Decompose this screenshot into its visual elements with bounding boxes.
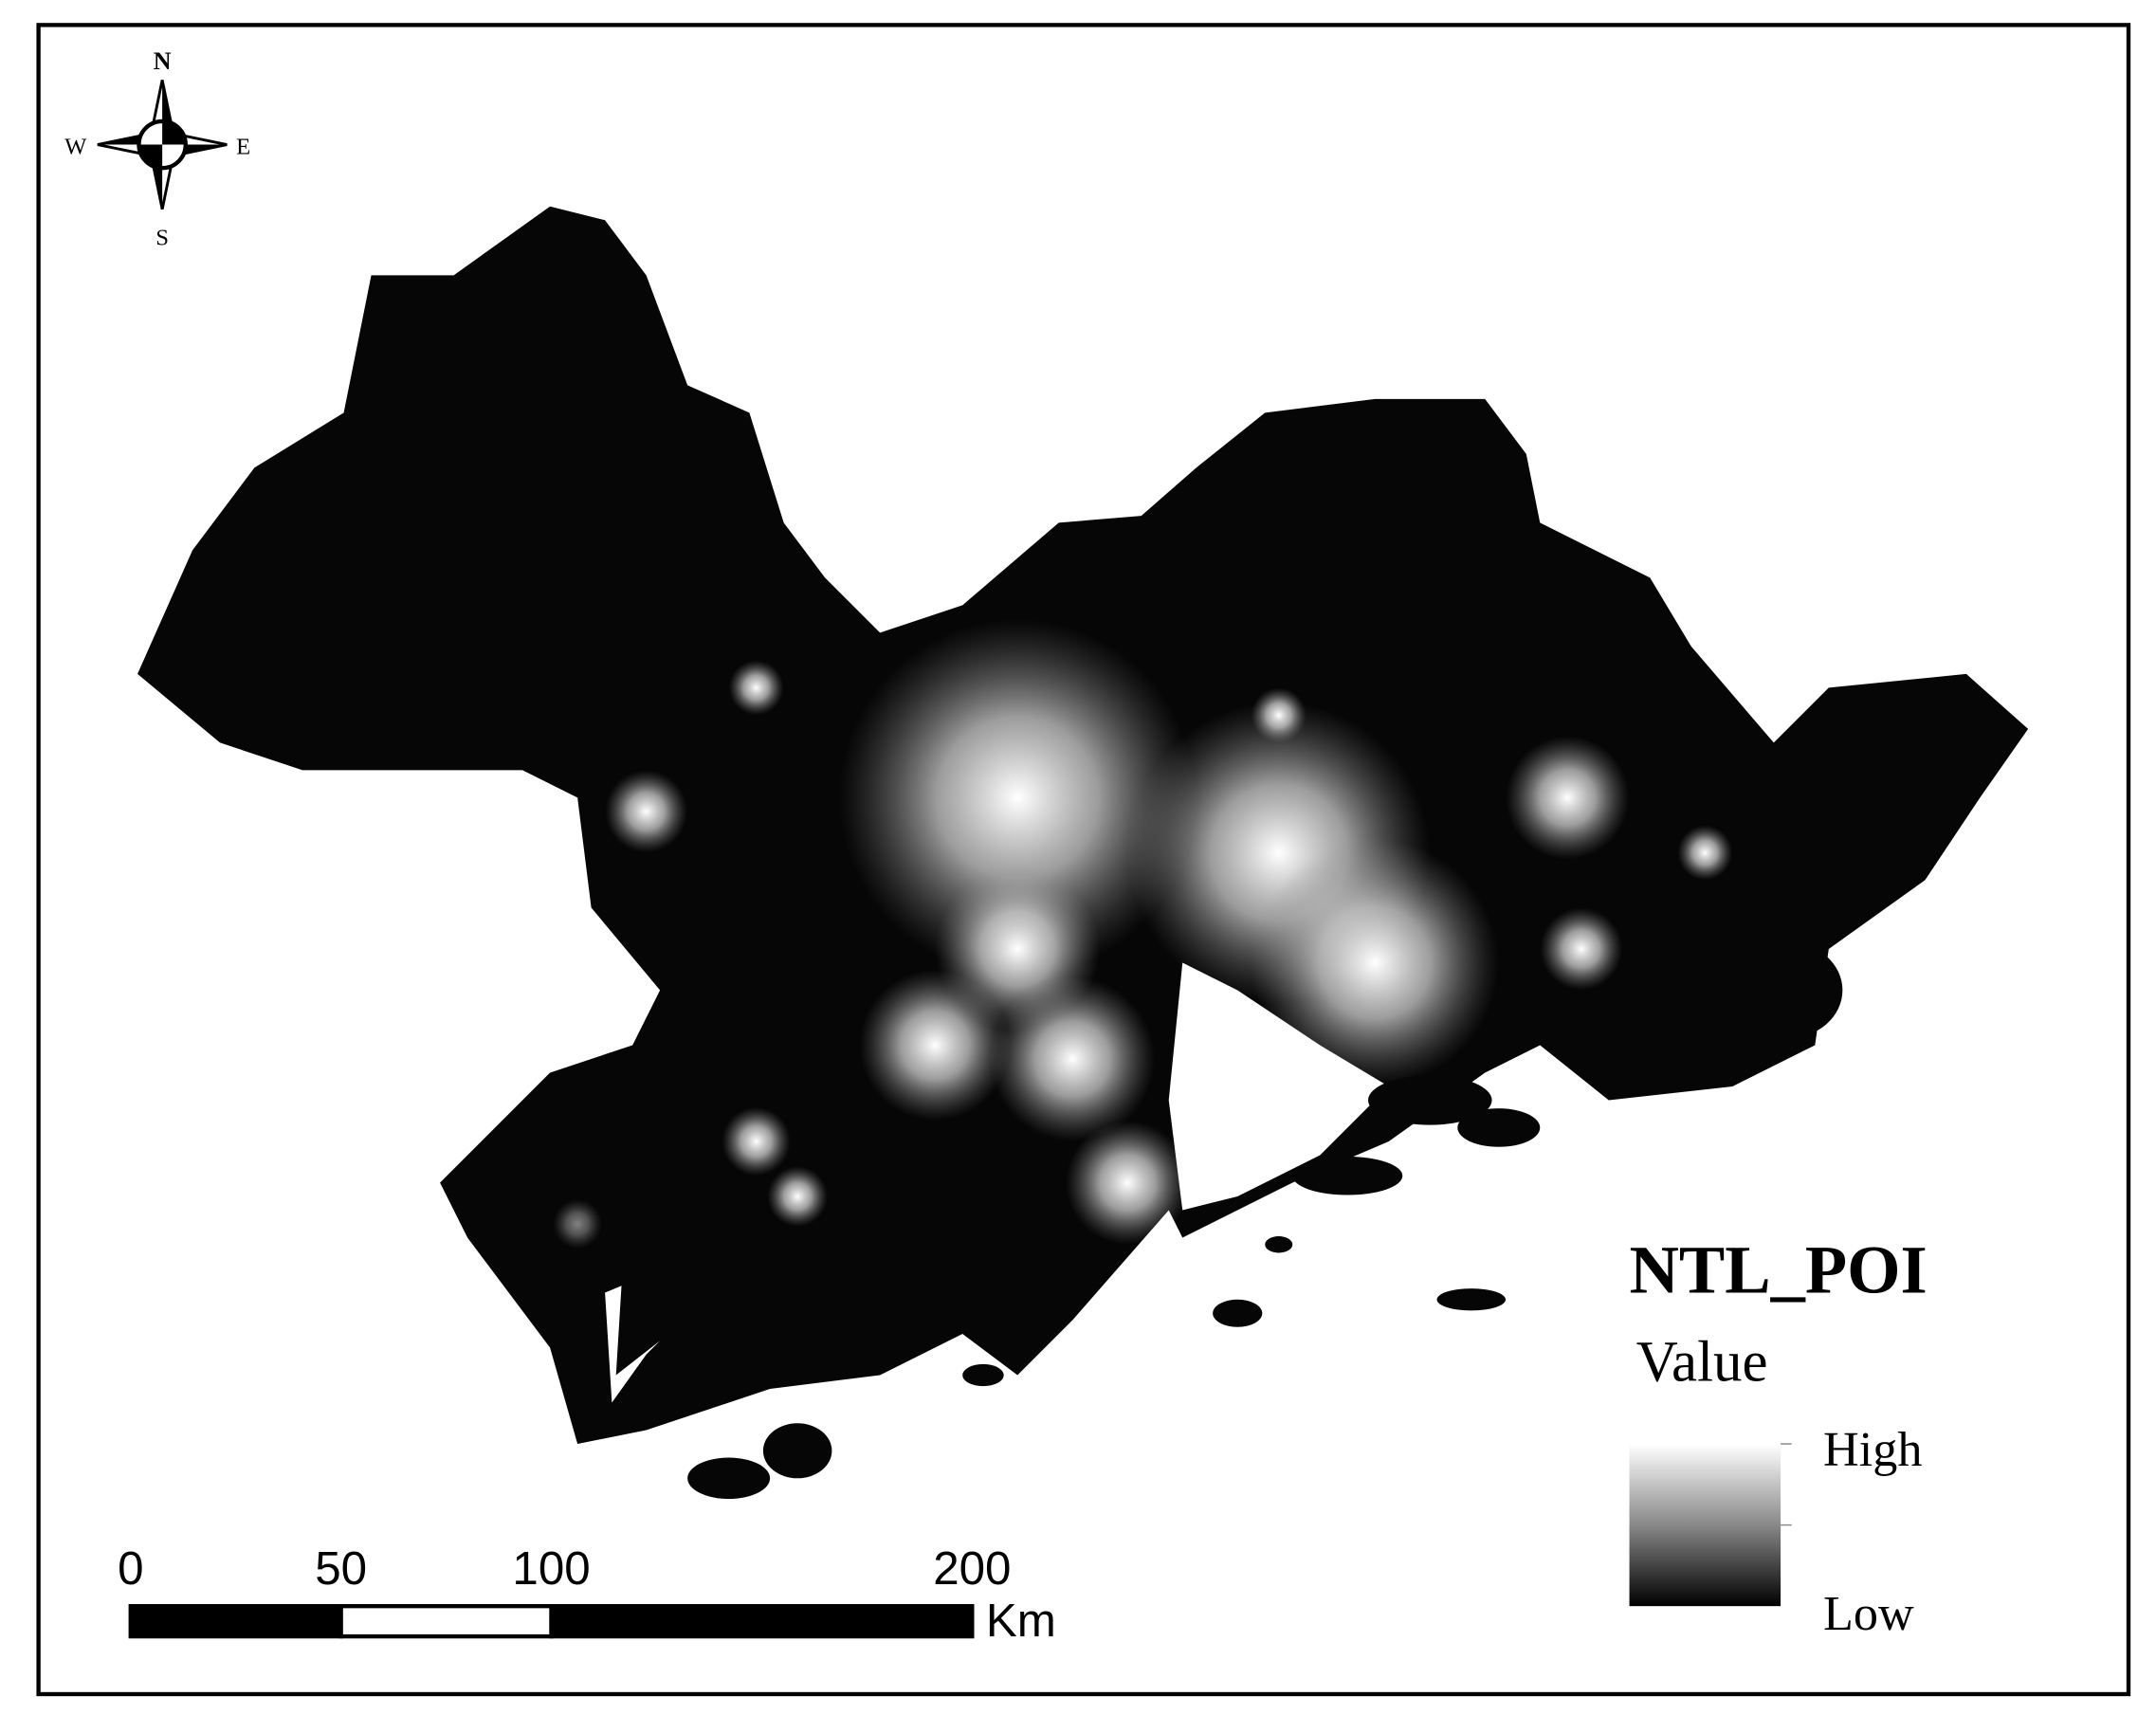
urban-glow bbox=[605, 770, 688, 853]
scale-label: 100 bbox=[512, 1542, 590, 1595]
scale-segment bbox=[128, 1603, 343, 1639]
urban-glow bbox=[728, 660, 784, 716]
compass-e: E bbox=[236, 135, 250, 160]
island bbox=[1213, 1299, 1263, 1327]
urban-glow bbox=[722, 1106, 791, 1177]
estuary bbox=[1168, 962, 1389, 1211]
scale-unit: Km bbox=[986, 1595, 1056, 1647]
urban-glow bbox=[1251, 687, 1306, 743]
compass-w: W bbox=[64, 135, 87, 160]
urban-glow bbox=[553, 1198, 603, 1250]
river-inlet bbox=[605, 1286, 661, 1403]
urban-glow bbox=[1251, 838, 1499, 1086]
north-arrow: N S W E bbox=[64, 47, 250, 251]
urban-glow bbox=[1677, 825, 1733, 881]
island bbox=[1457, 1108, 1541, 1147]
urban-glow bbox=[1065, 1121, 1190, 1245]
legend-low: Low bbox=[1823, 1586, 1914, 1641]
island bbox=[1368, 1075, 1492, 1125]
island bbox=[962, 1363, 1004, 1387]
compass-n: N bbox=[154, 47, 172, 75]
scale-segment bbox=[549, 1603, 975, 1639]
island bbox=[762, 1423, 832, 1479]
compass-quadrants bbox=[138, 120, 186, 169]
scale-label: 200 bbox=[933, 1542, 1011, 1595]
island bbox=[687, 1457, 771, 1500]
island bbox=[1436, 1288, 1507, 1311]
urban-glow bbox=[935, 866, 1101, 1031]
urban-glow bbox=[767, 1166, 829, 1227]
urban-glow bbox=[1540, 907, 1623, 991]
legend-title: NTL_POI bbox=[1630, 1232, 1928, 1308]
scale-segment bbox=[338, 1603, 554, 1639]
island bbox=[1292, 1156, 1403, 1195]
islands bbox=[687, 941, 1843, 1500]
scale-label: 0 bbox=[118, 1542, 143, 1595]
legend-subtitle: Value bbox=[1636, 1330, 1768, 1394]
island bbox=[1732, 941, 1843, 1039]
island bbox=[1265, 1236, 1293, 1253]
urban-glow bbox=[838, 618, 1197, 976]
legend-high: High bbox=[1823, 1422, 1922, 1477]
legend-ramp bbox=[1629, 1444, 1781, 1607]
urban-glow bbox=[1506, 736, 1630, 860]
scale-label: 50 bbox=[315, 1542, 367, 1595]
compass-s: S bbox=[155, 225, 169, 250]
island bbox=[1588, 1053, 1657, 1092]
legend: NTL_POI Value High Low bbox=[1629, 1232, 1928, 1641]
